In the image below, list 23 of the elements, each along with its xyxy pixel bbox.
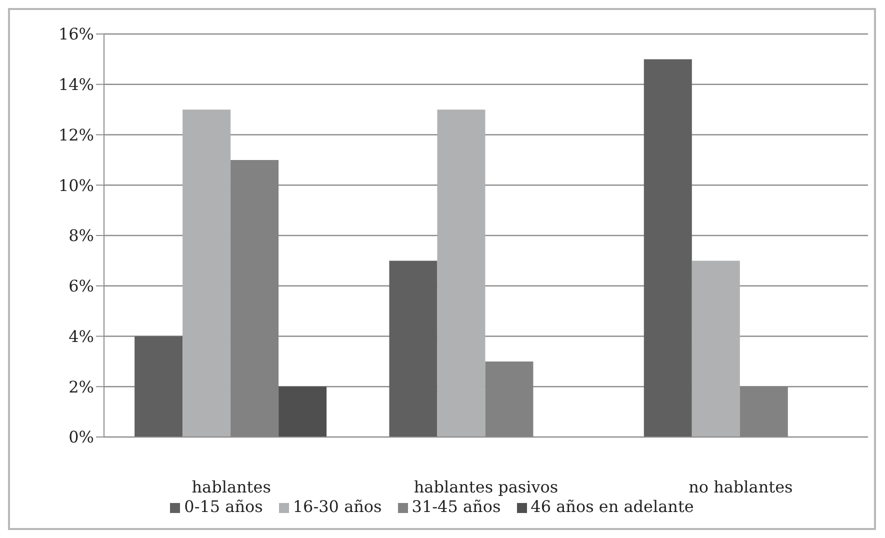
legend-label: 0-15 años xyxy=(184,497,263,516)
legend-label: 46 años en adelante xyxy=(530,497,694,516)
bar xyxy=(134,336,183,437)
bar xyxy=(437,110,486,437)
y-tick-label: 10% xyxy=(58,176,94,195)
y-tick-label: 4% xyxy=(68,326,94,346)
x-tick-label: hablantes pasivos xyxy=(414,477,558,496)
y-tick-label: 16% xyxy=(58,24,94,44)
y-tick-label: 14% xyxy=(58,75,94,94)
bar xyxy=(182,110,231,437)
x-tick-label: hablantes xyxy=(192,477,271,496)
legend-label: 16-30 años xyxy=(292,497,382,516)
bar xyxy=(389,260,438,437)
y-tick-label: 2% xyxy=(68,377,94,396)
bar xyxy=(644,59,692,437)
y-tick-label: 6% xyxy=(68,276,94,296)
y-tick-label: 8% xyxy=(68,226,94,246)
y-tick-label: 12% xyxy=(58,125,94,144)
x-tick-label: no hablantes xyxy=(688,477,793,496)
legend-label: 31-45 años xyxy=(412,497,501,516)
bar xyxy=(692,260,740,437)
bar xyxy=(278,386,327,437)
y-tick-label: 0% xyxy=(68,428,94,447)
